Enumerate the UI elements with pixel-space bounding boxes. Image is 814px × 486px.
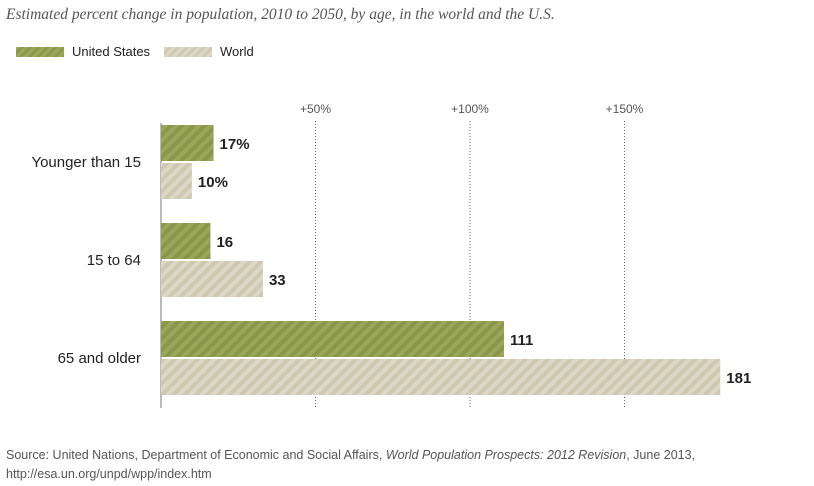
source-suffix: , June 2013, bbox=[626, 448, 696, 462]
bar-world bbox=[161, 163, 192, 199]
source-note: Source: United Nations, Department of Ec… bbox=[6, 446, 806, 484]
category-label: 65 and older bbox=[58, 350, 141, 367]
source-publication: World Population Prospects: 2012 Revisio… bbox=[385, 448, 627, 462]
data-label: 111 bbox=[510, 332, 533, 349]
legend-item-us: United States bbox=[16, 44, 150, 59]
bar-us bbox=[161, 125, 214, 161]
x-tick-label: +150% bbox=[606, 102, 644, 116]
category-label: 15 to 64 bbox=[87, 252, 141, 269]
hatched-green-swatch bbox=[16, 46, 64, 57]
legend-label-world: World bbox=[220, 44, 254, 59]
chart-title: Estimated percent change in population, … bbox=[6, 6, 555, 23]
data-label: 10% bbox=[198, 174, 228, 191]
category-label: Younger than 15 bbox=[31, 154, 141, 171]
bar-world bbox=[161, 261, 263, 297]
legend-label-us: United States bbox=[72, 44, 151, 59]
bar-us bbox=[161, 223, 211, 259]
data-label: 181 bbox=[726, 370, 751, 387]
source-prefix: Source: United Nations, Department of Ec… bbox=[6, 448, 386, 462]
source-url[interactable]: http://esa.un.org/unpd/wpp/index.htm bbox=[6, 467, 212, 481]
data-label: 17% bbox=[220, 136, 250, 153]
data-label: 33 bbox=[269, 272, 286, 289]
bar-chart: +50% +100% +150% Younger than 15 17% 10% 15 to… bbox=[31, 102, 751, 408]
data-label: 16 bbox=[216, 234, 233, 251]
x-tick-label: +100% bbox=[451, 102, 489, 116]
bar-us bbox=[161, 321, 504, 357]
bar-world bbox=[161, 359, 721, 395]
hatched-beige-swatch bbox=[164, 46, 212, 57]
x-tick-label: +50% bbox=[300, 102, 331, 116]
legend-item-world: World bbox=[164, 44, 254, 59]
